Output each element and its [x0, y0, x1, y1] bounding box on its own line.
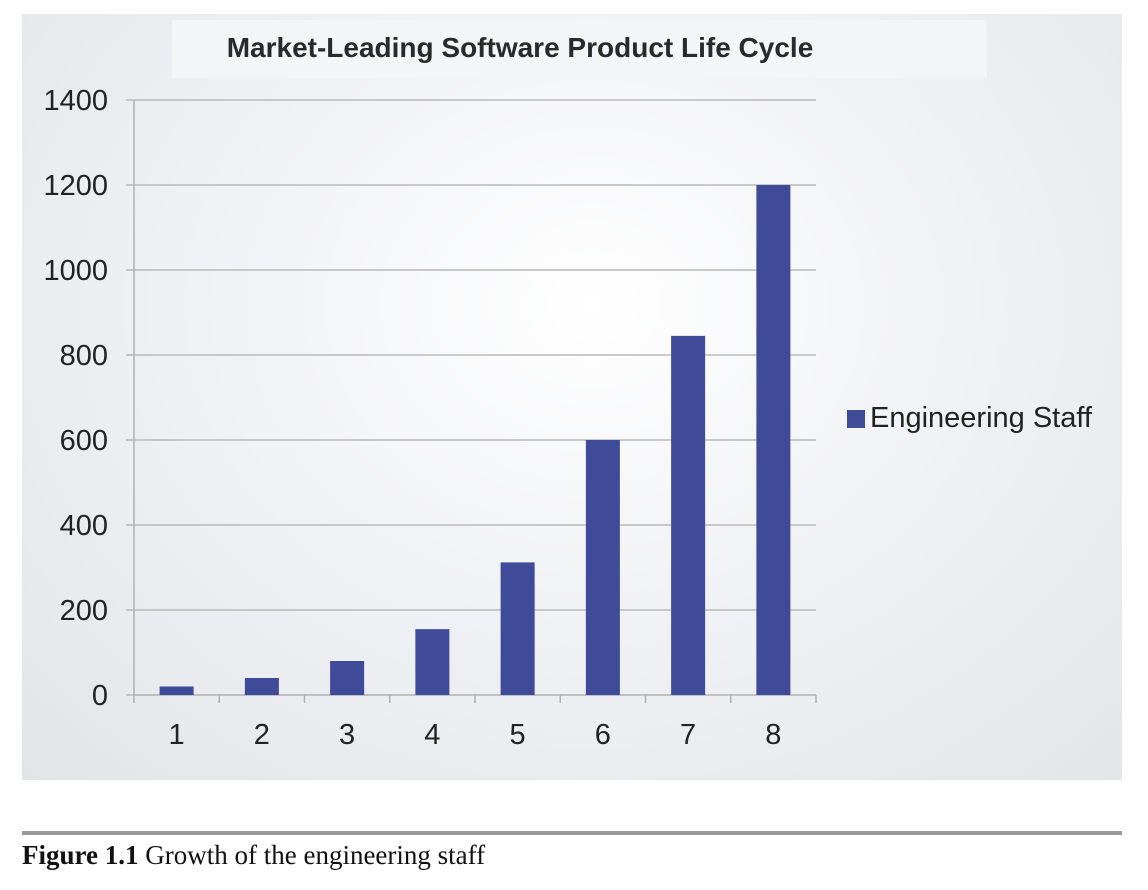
x-tick-label: 6	[595, 719, 611, 751]
x-tick-label: 5	[510, 719, 526, 751]
y-tick-label: 1000	[43, 255, 108, 287]
figure-caption: Figure 1.1 Growth of the engineering sta…	[22, 840, 485, 871]
title-backdrop	[172, 20, 987, 78]
bar-chart: Market-Leading Software Product Life Cyc…	[43, 20, 1093, 751]
caption-divider	[22, 831, 1122, 835]
legend-label: Engineering Staff	[870, 402, 1093, 434]
bar-8	[756, 185, 791, 695]
y-tick-label: 400	[60, 510, 108, 542]
x-tick-label: 4	[424, 719, 440, 751]
y-tick-label: 1400	[43, 85, 108, 117]
y-tick-label: 200	[60, 595, 108, 627]
bar-5	[500, 562, 535, 695]
x-tick-label: 8	[765, 719, 781, 751]
bar-7	[671, 335, 706, 695]
x-tick-label: 1	[169, 719, 185, 751]
x-tick-label: 3	[339, 719, 355, 751]
figure-number: Figure 1.1	[22, 840, 139, 870]
y-tick-label: 600	[60, 425, 108, 457]
bar-4	[415, 629, 450, 695]
figure-caption-text: Growth of the engineering staff	[145, 840, 486, 870]
chart-panel: Market-Leading Software Product Life Cyc…	[22, 14, 1122, 780]
bar-3	[330, 661, 365, 695]
y-tick-label: 1200	[43, 170, 108, 202]
bar-2	[244, 678, 279, 695]
y-tick-label: 0	[92, 680, 108, 712]
bar-1	[159, 686, 194, 695]
x-tick-label: 2	[254, 719, 270, 751]
chart-title: Market-Leading Software Product Life Cyc…	[227, 32, 814, 63]
x-tick-label: 7	[680, 719, 696, 751]
y-tick-label: 800	[60, 340, 108, 372]
legend-swatch	[847, 410, 865, 428]
bar-6	[585, 440, 620, 695]
